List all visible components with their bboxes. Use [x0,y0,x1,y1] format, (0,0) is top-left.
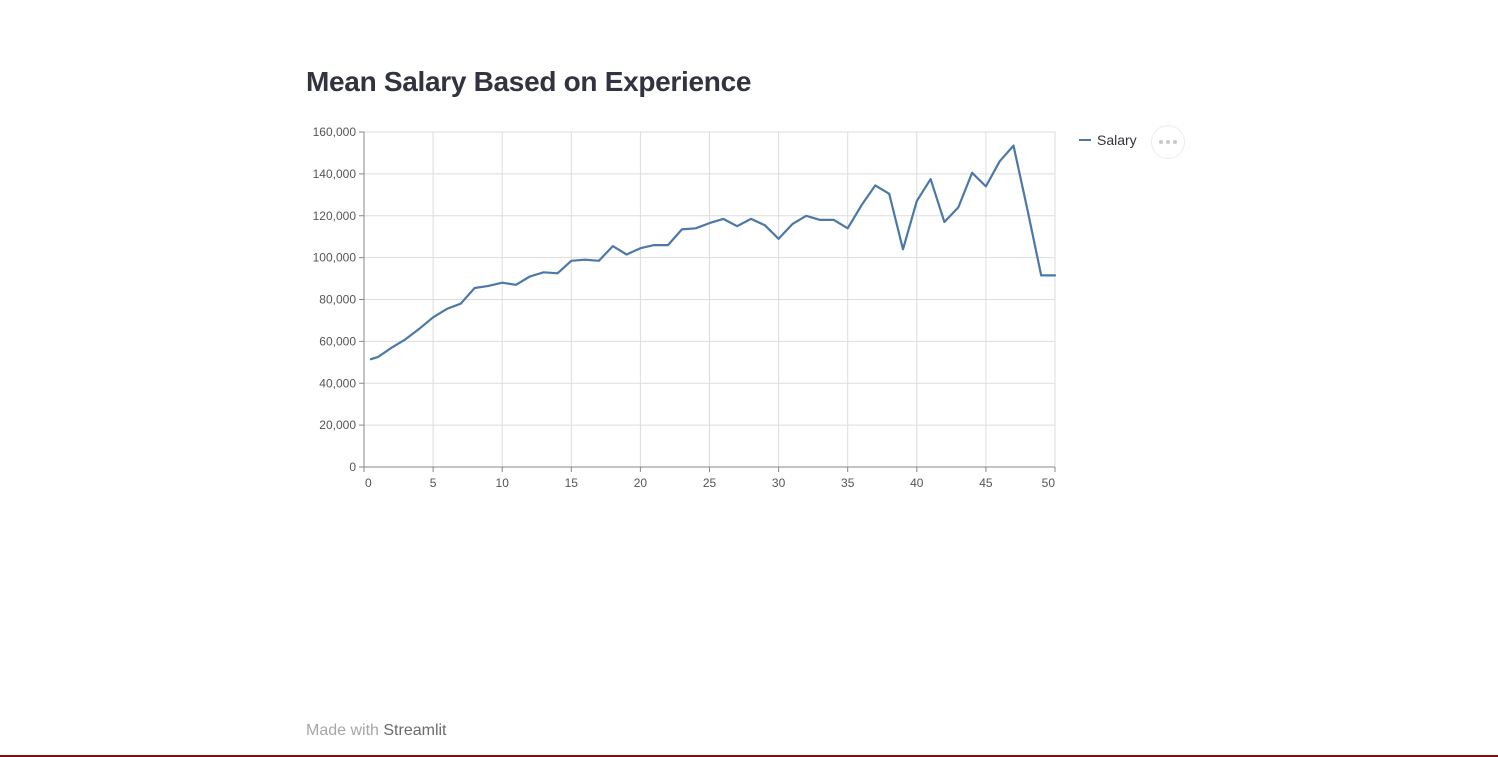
data-point[interactable] [368,356,374,362]
data-point[interactable] [997,158,1003,164]
data-point[interactable] [485,283,491,289]
data-point[interactable] [624,251,630,257]
data-point[interactable] [859,202,865,208]
data-point[interactable] [886,191,892,197]
data-point[interactable] [665,242,671,248]
footer: Made with Streamlit [306,722,447,740]
data-point[interactable] [679,226,685,232]
ellipsis-icon-dot [1173,140,1177,144]
data-point[interactable] [776,236,782,242]
data-point[interactable] [707,220,713,226]
data-point[interactable] [610,243,616,249]
page-title: Mean Salary Based on Experience [306,66,752,97]
data-point[interactable] [527,273,533,279]
data-point[interactable] [1052,272,1058,278]
data-point[interactable] [845,225,851,231]
data-point[interactable] [513,282,519,288]
data-point[interactable] [499,280,505,286]
legend-label: Salary [1097,132,1137,148]
y-tick-label: 0 [349,460,356,474]
data-point[interactable] [402,336,408,342]
data-point[interactable] [651,242,657,248]
data-point[interactable] [817,217,823,223]
y-tick-label: 20,000 [319,418,356,432]
data-point[interactable] [955,204,961,210]
data-point[interactable] [762,222,768,228]
ellipsis-icon-dot [1166,140,1170,144]
data-point[interactable] [928,176,934,182]
footer-brand-link[interactable]: Streamlit [383,722,447,739]
line-chart[interactable]: 0 20,000 40,000 60,000 80,000 100,000 120,000 1… [290,118,1210,508]
footer-accent-bar [0,755,1498,757]
x-tick-label: 0 [365,476,372,490]
data-point[interactable] [458,301,464,307]
chart-legend: Salary [1079,132,1137,148]
data-point[interactable] [789,221,795,227]
data-point[interactable] [803,213,809,219]
y-tick-label: 80,000 [319,293,356,307]
data-point[interactable] [389,345,395,351]
data-point[interactable] [983,183,989,189]
x-tick-label: 40 [910,476,924,490]
chart-axes: 0 20,000 40,000 60,000 80,000 100,000 120,000 1… [313,125,1056,490]
chart-more-options-button[interactable] [1151,125,1185,159]
chart-grid [363,131,1056,468]
data-point[interactable] [444,306,450,312]
y-tick-label: 160,000 [313,125,357,139]
x-tick-label: 35 [841,476,855,490]
line-chart-svg[interactable]: 0 20,000 40,000 60,000 80,000 100,000 120,000 1… [290,118,1210,508]
data-point[interactable] [748,216,754,222]
series-line-salary[interactable] [369,144,1057,361]
data-point[interactable] [1038,272,1044,278]
data-point[interactable] [1011,143,1017,149]
data-point[interactable] [416,326,422,332]
x-tick-label: 15 [565,476,579,490]
data-point[interactable] [1024,206,1030,212]
x-tick-label: 5 [430,476,437,490]
data-point[interactable] [914,198,920,204]
x-tick-label: 20 [634,476,648,490]
data-point[interactable] [596,258,602,264]
data-point[interactable] [831,217,837,223]
x-tick-label: 50 [1042,476,1056,490]
x-tick-label: 10 [496,476,510,490]
data-point[interactable] [969,170,975,176]
data-point[interactable] [693,225,699,231]
data-point[interactable] [375,354,381,360]
y-tick-label: 60,000 [319,334,356,348]
ellipsis-icon [1159,140,1163,144]
x-tick-label: 45 [979,476,993,490]
chart-series[interactable] [368,143,1058,363]
y-tick-label: 40,000 [319,376,356,390]
data-point[interactable] [472,285,478,291]
data-point[interactable] [872,182,878,188]
data-point[interactable] [637,245,643,251]
data-point[interactable] [554,270,560,276]
data-point[interactable] [720,216,726,222]
x-tick-label: 25 [703,476,717,490]
data-point[interactable] [734,223,740,229]
data-point[interactable] [568,258,574,264]
data-point[interactable] [430,314,436,320]
data-point[interactable] [941,219,947,225]
y-tick-label: 120,000 [313,209,357,223]
x-tick-label: 30 [772,476,786,490]
footer-prefix: Made with [306,722,379,739]
y-tick-label: 140,000 [313,167,357,181]
data-point[interactable] [582,257,588,263]
data-point[interactable] [900,246,906,252]
y-tick-label: 100,000 [313,251,357,265]
data-point[interactable] [541,269,547,275]
